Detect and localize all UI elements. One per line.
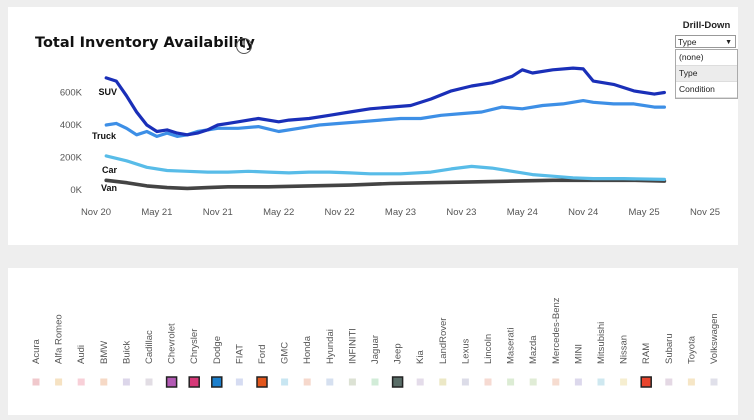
legend-label-buick[interactable]: Buick	[121, 341, 132, 364]
legend-swatch[interactable]	[552, 378, 560, 386]
legend-swatch[interactable]	[484, 378, 492, 386]
legend-swatch[interactable]	[665, 378, 673, 386]
x-tick-label: May 23	[385, 207, 416, 218]
x-tick-label: May 25	[629, 207, 660, 218]
legend-swatch[interactable]	[100, 378, 108, 386]
legend-swatch[interactable]	[507, 378, 515, 386]
drilldown-selected-value: Type	[678, 37, 697, 47]
legend-swatch[interactable]	[122, 378, 130, 386]
legend-label-dodge[interactable]: Dodge	[212, 336, 223, 364]
drilldown-option-none[interactable]: (none)	[676, 50, 737, 66]
x-tick-label: Nov 25	[690, 207, 720, 218]
y-tick-label: 200K	[60, 153, 83, 164]
legend-swatch[interactable]	[348, 378, 356, 386]
legend-label-bmw[interactable]: BMW	[99, 341, 110, 364]
legend-label-mini[interactable]: MINI	[573, 344, 584, 364]
legend-swatch[interactable]	[326, 378, 334, 386]
legend-label-toyota[interactable]: Toyota	[686, 335, 697, 364]
legend-swatch[interactable]	[281, 378, 289, 386]
legend-swatch[interactable]	[371, 378, 379, 386]
drilldown-menu: (none) Type Condition	[675, 49, 738, 99]
chart-title: Total Inventory Availability	[35, 35, 255, 51]
legend-label-chrysler[interactable]: Chrysler	[189, 329, 200, 364]
legend-label-acura[interactable]: Acura	[31, 338, 42, 364]
legend-label-ford[interactable]: Ford	[257, 344, 268, 364]
legend-swatch[interactable]	[574, 378, 582, 386]
legend-swatch[interactable]	[687, 378, 695, 386]
legend-label-volkswagen[interactable]: Volkswagen	[709, 313, 720, 364]
series-label-suv: SUV	[98, 87, 117, 97]
series-line-car[interactable]	[104, 154, 666, 181]
legend-label-fiat[interactable]: FIAT	[234, 344, 245, 364]
brand-legend: Acura Alfa Romeo Audi BMW Buick Cadillac Chevr…	[31, 297, 720, 388]
x-tick-label: Nov 24	[568, 207, 598, 218]
legend-swatch[interactable]	[145, 378, 153, 386]
legend-label-gmc[interactable]: GMC	[280, 342, 291, 364]
x-tick-label: May 21	[141, 207, 172, 218]
legend-label-alfa-romeo[interactable]: Alfa Romeo	[54, 314, 65, 364]
series-label-van: Van	[101, 183, 117, 193]
legend-label-lincoln[interactable]: Lincoln	[483, 334, 494, 364]
x-tick-label: Nov 20	[81, 207, 111, 218]
legend-label-landrover[interactable]: LandRover	[438, 318, 449, 364]
legend-label-mercedes-benz[interactable]: Mercedes-Benz	[551, 297, 562, 364]
legend-swatch[interactable]	[710, 378, 718, 386]
legend-swatch-selected[interactable]	[256, 376, 268, 388]
x-tick-label: Nov 22	[325, 207, 355, 218]
series-line-suv[interactable]	[104, 66, 666, 137]
drilldown-option-type[interactable]: Type	[676, 66, 737, 82]
y-tick-label: 0K	[70, 185, 82, 196]
legend-label-honda[interactable]: Honda	[302, 335, 313, 364]
legend-swatch[interactable]	[529, 378, 537, 386]
legend-label-cadillac[interactable]: Cadillac	[144, 330, 155, 364]
y-tick-label: 600K	[60, 88, 83, 99]
legend-swatch[interactable]	[235, 378, 243, 386]
legend-swatch-selected[interactable]	[165, 376, 178, 388]
legend-label-nissan[interactable]: Nissan	[619, 335, 630, 364]
legend-swatch[interactable]	[597, 378, 605, 386]
legend-label-maserati[interactable]: Maserati	[506, 328, 517, 364]
legend-label-mitsubishi[interactable]: Mitsubishi	[596, 322, 607, 364]
legend-swatch[interactable]	[77, 378, 85, 386]
x-tick-label: May 24	[507, 207, 538, 218]
legend-swatch-selected[interactable]	[391, 376, 404, 388]
legend-swatch[interactable]	[439, 378, 447, 386]
series-label-truck: Truck	[92, 131, 117, 141]
legend-label-ram[interactable]: RAM	[641, 343, 652, 364]
legend-label-jeep[interactable]: Jeep	[393, 343, 404, 364]
legend-label-jaguar[interactable]: Jaguar	[370, 335, 381, 364]
legend-label-hyundai[interactable]: Hyundai	[325, 329, 336, 364]
x-tick-label: Nov 23	[446, 207, 476, 218]
brand-legend-panel: Acura Alfa Romeo Audi BMW Buick Cadillac Chevr…	[8, 268, 738, 415]
series-line-truck[interactable]	[104, 99, 666, 138]
x-tick-label: Nov 21	[203, 207, 233, 218]
legend-label-kia[interactable]: Kia	[415, 350, 426, 364]
legend-label-mazda[interactable]: Mazda	[528, 335, 539, 364]
chart-panel: 0K 200K 400K 600K Nov 20 May 21 Nov 21 May 22 No…	[8, 7, 738, 245]
drilldown-select[interactable]: Type ▼	[675, 35, 736, 48]
legend-swatch[interactable]	[55, 378, 63, 386]
drilldown-title: Drill-Down	[682, 20, 731, 31]
info-icon[interactable]: !	[236, 38, 252, 54]
legend-label-chevrolet[interactable]: Chevrolet	[167, 323, 178, 364]
legend-swatch[interactable]	[303, 378, 311, 386]
legend-swatch[interactable]	[416, 378, 424, 386]
legend-swatch-selected[interactable]	[188, 376, 200, 388]
legend-label-infiniti[interactable]: INFINITI	[347, 328, 358, 364]
legend-swatch-selected[interactable]	[640, 376, 652, 388]
drilldown-option-condition[interactable]: Condition	[676, 82, 737, 98]
legend-swatch[interactable]	[32, 378, 40, 386]
legend-swatch[interactable]	[461, 378, 469, 386]
y-tick-label: 400K	[60, 120, 83, 131]
chevron-down-icon: ▼	[725, 39, 732, 46]
series-label-car: Car	[102, 165, 118, 175]
legend-label-audi[interactable]: Audi	[76, 345, 87, 364]
legend-label-subaru[interactable]: Subaru	[664, 333, 675, 364]
legend-swatch[interactable]	[620, 378, 628, 386]
legend-swatch-selected[interactable]	[211, 376, 223, 388]
legend-label-lexus[interactable]: Lexus	[460, 338, 471, 364]
series-line-van[interactable]	[104, 178, 667, 191]
line-chart[interactable]: 0K 200K 400K 600K Nov 20 May 21 Nov 21 May 22 No…	[8, 7, 738, 245]
x-tick-label: May 22	[263, 207, 294, 218]
